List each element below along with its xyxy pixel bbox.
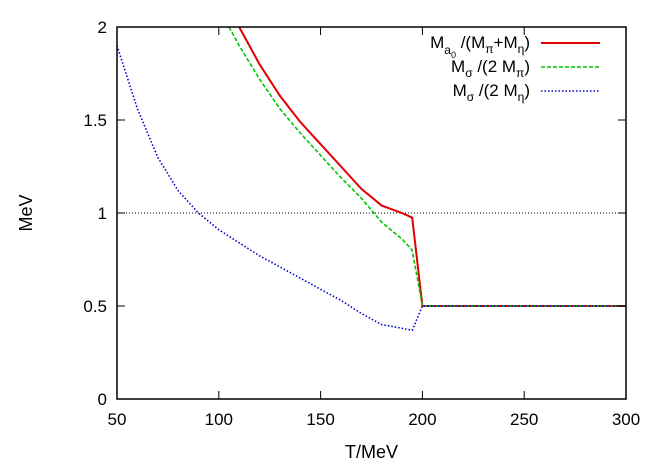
legend-entry-sigma-eta: Mσ /(2 Mη) xyxy=(453,81,600,104)
x-tick-label: 150 xyxy=(306,410,334,429)
x-tick-label: 250 xyxy=(510,410,538,429)
y-tick-label: 0 xyxy=(98,390,107,409)
legend: Ma0 /(Mπ+Mη) Mσ /(2 Mπ) Mσ /(2 Mη) xyxy=(430,33,600,104)
series-layer xyxy=(117,27,626,332)
legend-label-sigma-pi: Mσ /(2 Mπ) xyxy=(451,57,530,80)
tick-layer xyxy=(116,26,627,400)
y-axis-title: MeV xyxy=(16,194,36,231)
legend-label-a0: Ma0 /(Mπ+Mη) xyxy=(430,33,530,60)
legend-label-sigma-eta: Mσ /(2 Mη) xyxy=(453,81,530,104)
y-tick-label: 1 xyxy=(98,204,107,223)
legend-entry-sigma-pi: Mσ /(2 Mπ) xyxy=(451,57,600,80)
x-tick-label: 300 xyxy=(612,410,640,429)
x-axis-title: T/MeV xyxy=(345,442,398,462)
y-tick-label: 0.5 xyxy=(83,297,107,316)
legend-entry-a0: Ma0 /(Mπ+Mη) xyxy=(430,33,600,60)
tick-labels: 50 100 150 200 250 300 0 0.5 1 1.5 2 xyxy=(83,18,640,429)
series-line-1 xyxy=(228,27,626,307)
series-line-0 xyxy=(238,27,626,307)
x-tick-label: 100 xyxy=(205,410,233,429)
series-line-2 xyxy=(117,45,626,332)
y-tick-label: 2 xyxy=(98,18,107,37)
x-tick-label: 200 xyxy=(408,410,436,429)
y-tick-label: 1.5 xyxy=(83,111,107,130)
x-tick-label: 50 xyxy=(108,410,127,429)
